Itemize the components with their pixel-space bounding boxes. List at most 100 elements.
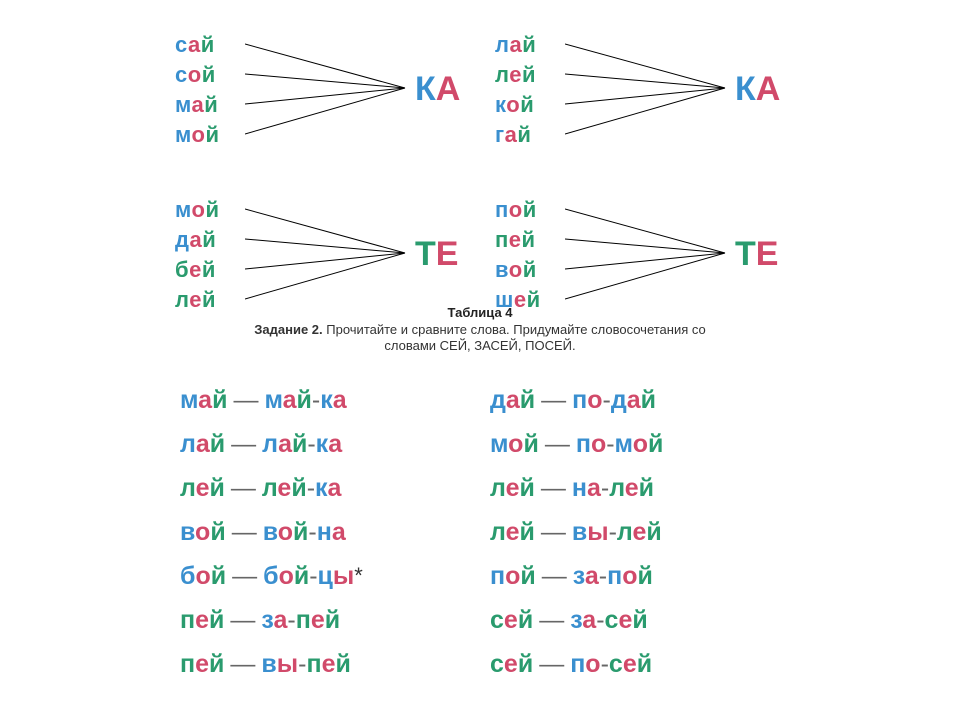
letter: л [490,518,506,546]
em-dash: — [535,518,572,546]
table-label: Таблица 4 [0,305,960,320]
word-line: лей—на-лей [490,468,800,508]
word-line: мой—по-мой [490,424,800,464]
letter: е [506,518,520,546]
syllable-row: мой [175,120,219,150]
letter: е [618,606,632,634]
fan-lines [565,30,735,158]
letter: м [175,197,191,222]
word-column-left: май—май-калай—лай-калей—лей-кавой—вой-на… [180,380,490,684]
letter: а [506,386,520,414]
letter: в [261,650,276,678]
letter: л [495,32,509,57]
task-label: Задание 2. [254,322,322,337]
letter: й [637,650,652,678]
letter: й [204,92,218,117]
letter: к [495,92,506,117]
letter: к [320,386,333,414]
letter: й [517,122,531,147]
letter: й [520,386,535,414]
hyphen: - [596,606,604,634]
letter: л [490,474,506,502]
letter: е [504,606,518,634]
hyphen: - [601,650,609,678]
letter: л [262,474,278,502]
letter: а [274,606,288,634]
page: сайсоймаймойКАлайлейкойгайКАмойдайбейлей… [0,0,960,720]
letter: с [490,650,504,678]
letter: а [283,386,297,414]
syllable-row: кой [495,90,536,120]
letter: п [495,197,509,222]
letter: о [505,562,520,590]
word-line: вой—вой-на [180,512,490,552]
hyphen: - [606,430,614,458]
letter: м [180,386,198,414]
letter: й [202,257,216,282]
letter: л [262,430,278,458]
em-dash: — [225,474,262,502]
letter: е [196,474,210,502]
letter: с [605,606,619,634]
letter: а [582,606,596,634]
word-line: сей—по-сей [490,644,800,684]
letter: п [495,227,509,252]
em-dash: — [224,650,261,678]
em-dash: — [227,386,264,414]
letter: н [572,474,587,502]
letter: о [509,257,523,282]
letter: л [609,474,625,502]
letter: й [646,518,661,546]
word-line: дай—по-дай [490,380,800,420]
letter: й [209,650,224,678]
letter: ы [277,650,298,678]
letter: о [195,562,210,590]
letter: й [523,197,537,222]
letter: п [306,650,321,678]
letter: е [506,474,520,502]
letter: л [180,430,196,458]
em-dash: — [539,430,576,458]
syllable-row: бей [175,255,219,285]
em-dash: — [533,606,570,634]
letter: в [180,518,195,546]
em-dash: — [224,606,261,634]
letter: й [335,650,350,678]
letter: п [180,606,195,634]
letter: п [570,650,585,678]
letter: о [508,430,523,458]
suffix: КА [415,70,460,109]
syllable-row: сай [175,30,219,60]
syllable-row: дай [175,225,219,255]
letter: м [175,92,191,117]
hyphen: - [599,562,607,590]
letter: ы [333,562,354,590]
letter: а [328,430,342,458]
syllable-row: сой [175,60,219,90]
letter: с [490,606,504,634]
letter: а [196,430,210,458]
letter: о [591,430,606,458]
hyphen: - [308,518,316,546]
letter: Е [436,235,459,273]
letter: д [175,227,189,252]
fan-te-1: мойдайбейлейТЕ [175,195,505,323]
letter: м [175,122,191,147]
letter: п [607,562,622,590]
letter: а [587,474,601,502]
letter: А [436,70,461,108]
letter: а [198,386,212,414]
word-line: бой—бой-цы* [180,556,490,596]
word-list: май—май-калай—лай-калей—лей-кавой—вой-на… [180,380,800,684]
letter: й [518,606,533,634]
letter: н [317,518,332,546]
letter: о [191,197,205,222]
letter: й [648,430,663,458]
letter: й [520,92,534,117]
letter: о [279,562,294,590]
syllable-row: май [175,90,219,120]
letter: п [180,650,195,678]
suffix: ТЕ [415,235,458,274]
letter: в [572,518,587,546]
syllable-row: лай [495,30,536,60]
